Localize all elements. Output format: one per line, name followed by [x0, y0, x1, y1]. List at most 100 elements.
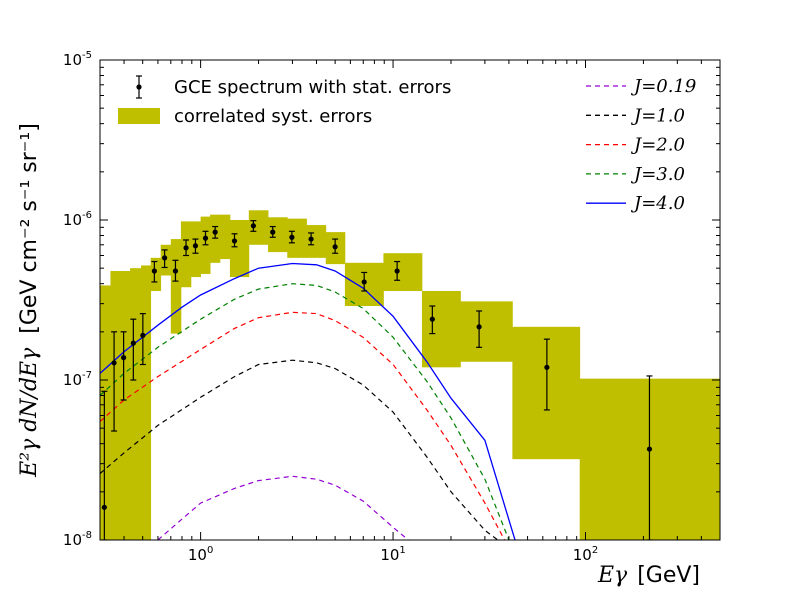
syst-band-bin: [110, 271, 121, 540]
syst-band-bin: [383, 253, 423, 291]
syst-band-bin: [268, 217, 288, 253]
curve-j-4-0: [100, 262, 516, 540]
y-tick-label: 10-6: [63, 210, 92, 229]
data-marker: [476, 324, 482, 330]
data-marker: [140, 332, 146, 338]
legend-entry: correlated syst. errors: [118, 106, 372, 127]
syst-band-bin: [150, 257, 162, 291]
syst-band-bin: [421, 290, 461, 368]
x-tick-label: 102: [573, 545, 598, 564]
data-point: [288, 230, 295, 244]
tick-base: 10: [63, 371, 82, 389]
legend-label: J=0.19: [630, 76, 696, 97]
legend-entry: J=4.0: [586, 193, 685, 214]
data-marker: [394, 268, 400, 274]
tick-exponent: 1: [399, 545, 405, 556]
tick-exponent: 0: [207, 545, 213, 556]
legend-label: J=1.0: [630, 105, 685, 126]
data-point: [172, 259, 179, 282]
curve-j-3-0: [100, 283, 510, 540]
legend-entry: J=2.0: [586, 135, 685, 156]
data-marker: [202, 235, 209, 241]
data-marker: [250, 223, 256, 229]
data-marker: [212, 229, 218, 235]
legend: GCE spectrum with stat. errors correlated…: [118, 75, 696, 214]
data-marker: [172, 268, 179, 274]
tick-exponent: 2: [592, 545, 598, 556]
y-axis-label: E²γ dN/dEγ [GeV cm⁻² s⁻¹ sr⁻¹]: [17, 123, 42, 478]
data-point: [151, 260, 158, 283]
syst-band-bin: [130, 268, 142, 540]
data-marker: [183, 245, 189, 251]
data-marker: [192, 243, 199, 249]
data-points-layer: [101, 220, 653, 540]
x-tick-label: 100: [188, 545, 213, 564]
y-tick-label: 10-7: [63, 370, 92, 389]
data-point: [646, 375, 653, 540]
syst-band-bin: [248, 210, 269, 245]
data-marker: [646, 446, 653, 452]
x-axis-label-math: Eγ: [597, 563, 628, 588]
syst-band-bin: [460, 301, 513, 362]
syst-band-bin: [229, 220, 250, 278]
data-point: [429, 305, 436, 335]
data-marker: [289, 234, 295, 240]
tick-exponent: -7: [82, 370, 92, 381]
data-point: [269, 225, 276, 238]
curve-j-0-19: [157, 475, 409, 540]
legend-entry: GCE spectrum with stat. errors: [136, 75, 451, 99]
legend-label: GCE spectrum with stat. errors: [174, 77, 451, 98]
y-tick-label: 10-5: [63, 50, 92, 69]
data-marker: [231, 238, 238, 244]
y-axis-label-unit: [GeV cm⁻² s⁻¹ sr⁻¹]: [17, 123, 42, 334]
data-marker: [151, 268, 157, 274]
syst-band-bin: [100, 285, 111, 540]
data-marker: [544, 364, 550, 370]
data-point: [231, 233, 238, 248]
data-marker: [121, 355, 127, 361]
data-point: [139, 313, 146, 366]
data-point: [161, 249, 168, 269]
data-point: [183, 239, 190, 257]
data-marker: [101, 504, 107, 510]
legend-label: J=4.0: [630, 193, 685, 214]
data-point: [130, 318, 137, 381]
data-marker: [332, 244, 338, 250]
y-axis-label-math: E²γ dN/dEγ: [17, 347, 42, 478]
tick-base: 10: [63, 51, 82, 69]
syst-band-bin: [512, 326, 581, 460]
tick-exponent: -6: [82, 210, 92, 221]
curve-j-1-0: [100, 359, 499, 540]
tick-base: 10: [63, 211, 82, 229]
legend-swatch: [118, 108, 160, 124]
data-point: [543, 338, 550, 411]
curve-j-2-0: [100, 311, 506, 540]
data-point: [476, 310, 483, 348]
data-point: [202, 230, 209, 246]
legend-marker: [136, 84, 142, 90]
data-point: [394, 260, 401, 281]
tick-exponent: -5: [82, 50, 92, 61]
x-axis-label-unit: [GeV]: [637, 563, 700, 588]
data-marker: [111, 360, 117, 366]
data-point: [101, 390, 108, 540]
model-curves-layer: [100, 262, 516, 540]
syst-band-bin: [219, 214, 231, 260]
plot-frame: [99, 59, 721, 541]
syst-band-bin: [119, 271, 131, 540]
legend-label: correlated syst. errors: [174, 106, 372, 127]
syst-band-bin: [170, 239, 182, 334]
data-point: [332, 238, 339, 254]
tick-base: 10: [380, 546, 399, 564]
x-tick-label: 101: [380, 545, 405, 564]
syst-band-bin: [141, 265, 152, 540]
y-tick-label: 10-8: [63, 530, 92, 549]
tick-base: 10: [188, 546, 207, 564]
data-marker: [429, 316, 435, 322]
legend-label: J=2.0: [630, 135, 685, 156]
axis-labels: Eγ [GeV] E²γ dN/dEγ [GeV cm⁻² s⁻¹ sr⁻¹]: [17, 123, 700, 588]
data-point: [308, 232, 315, 246]
syst-band-bin: [160, 244, 172, 276]
